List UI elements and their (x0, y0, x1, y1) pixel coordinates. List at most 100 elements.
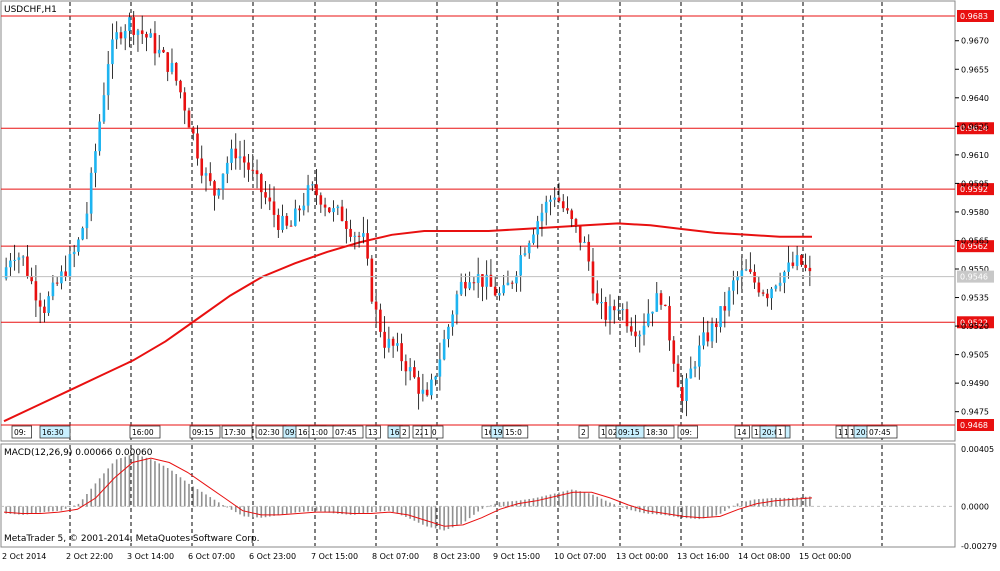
session-marker-text: 1:00 (311, 428, 328, 437)
moving-average (3, 222, 812, 423)
candle-body (94, 151, 97, 173)
candle-body (174, 62, 178, 81)
candle-body (204, 173, 208, 176)
candle-body (693, 366, 697, 369)
candle-body (387, 338, 391, 348)
candle-body (481, 274, 484, 287)
candle-body (272, 201, 276, 215)
candle-body (629, 326, 633, 332)
candle-body (85, 213, 89, 229)
candle-body (489, 274, 493, 287)
candle-body (396, 343, 399, 346)
candle-body (698, 345, 701, 367)
time-tick-label: 10 Oct 07:00 (554, 552, 606, 561)
time-tick-label: 2 Oct 2014 (2, 552, 46, 561)
candle-body (680, 387, 684, 401)
session-marker-text: 07:45 (869, 428, 891, 437)
price-tick-label: 0.9565 (961, 236, 989, 245)
session-marker-box (502, 425, 529, 439)
candle-body (553, 197, 557, 200)
candle-body (370, 258, 374, 302)
candle-body (778, 282, 782, 286)
candle-body (723, 306, 727, 311)
candle-body (247, 162, 250, 170)
candle-body (502, 285, 505, 294)
candle-body (285, 215, 289, 226)
candle-body (808, 267, 812, 272)
price-tick-label: 0.9625 (961, 122, 989, 131)
candle-body (804, 264, 807, 268)
price-tick-label: 0.9490 (961, 379, 989, 388)
candle-body (294, 208, 297, 226)
time-tick-label: 2 Oct 22:00 (66, 552, 113, 561)
session-marker-box (866, 425, 898, 439)
candle-body (191, 127, 195, 134)
session-marker-text: 09:1 (285, 428, 302, 437)
level-price-tag (957, 316, 994, 329)
candle-body (234, 148, 238, 159)
candle-body (128, 17, 131, 31)
candle-body (170, 62, 174, 72)
candle-body (60, 271, 63, 284)
candle-body (536, 221, 540, 235)
candle-body (281, 215, 284, 230)
candle-body (672, 340, 676, 364)
candle-body (476, 274, 480, 283)
candle-body (162, 49, 165, 53)
session-marker-text: 16 (484, 428, 494, 437)
session-marker-box (421, 425, 432, 439)
main-chart-frame (0, 0, 956, 442)
candle-body (379, 309, 382, 332)
candle-body (447, 326, 450, 340)
candle-body (595, 293, 599, 304)
level-price-tag (957, 240, 994, 253)
candle-body (38, 300, 42, 307)
time-tick-label: 6 Oct 07:00 (188, 552, 235, 561)
candle-body (770, 288, 773, 299)
candle-body (413, 367, 416, 378)
candle-body (328, 207, 331, 213)
candles (4, 11, 812, 417)
session-marker-text: 16:30 (42, 428, 64, 437)
candle-body (383, 331, 386, 348)
price-tick-label: 0.9550 (961, 265, 989, 274)
candle-body (464, 281, 467, 289)
session-marker-text: 14 (737, 428, 747, 437)
price-tick-label: 0.9655 (961, 65, 989, 74)
session-marker-text: 09: (14, 428, 26, 437)
candle-body (434, 376, 437, 380)
session-marker-text: 17:30 (224, 428, 246, 437)
candle-body (166, 52, 170, 72)
candle-body (472, 282, 476, 284)
session-marker-box (677, 425, 699, 439)
candle-body (123, 30, 127, 39)
candle-body (540, 212, 544, 222)
price-axis: 0.96700.96550.96400.96250.96100.95950.95… (1, 37, 994, 417)
session-marker-box (189, 425, 221, 439)
candle-body (600, 301, 603, 304)
candle-body (4, 267, 8, 279)
candle-body (179, 80, 182, 93)
session-marker-text: 20:00 (762, 428, 784, 437)
session-marker-text: 1 (778, 428, 783, 437)
candle-body (732, 280, 735, 291)
candle-body (357, 235, 361, 237)
candle-body (676, 363, 680, 388)
current-price-tag (957, 270, 994, 283)
session-marker-box (221, 425, 253, 439)
candle-body (89, 172, 93, 214)
candle-body (612, 306, 616, 311)
level-price-tag (957, 122, 994, 135)
candle-body (374, 301, 378, 310)
candle-body (668, 305, 671, 341)
candle-body (157, 49, 161, 54)
candle-body (715, 323, 718, 328)
session-marker-box (643, 425, 675, 439)
level-price-tag (957, 419, 994, 431)
candle-body (591, 261, 595, 294)
time-tick-label: 3 Oct 14:00 (127, 552, 174, 561)
candle-body (459, 281, 463, 295)
candle-body (306, 185, 310, 206)
